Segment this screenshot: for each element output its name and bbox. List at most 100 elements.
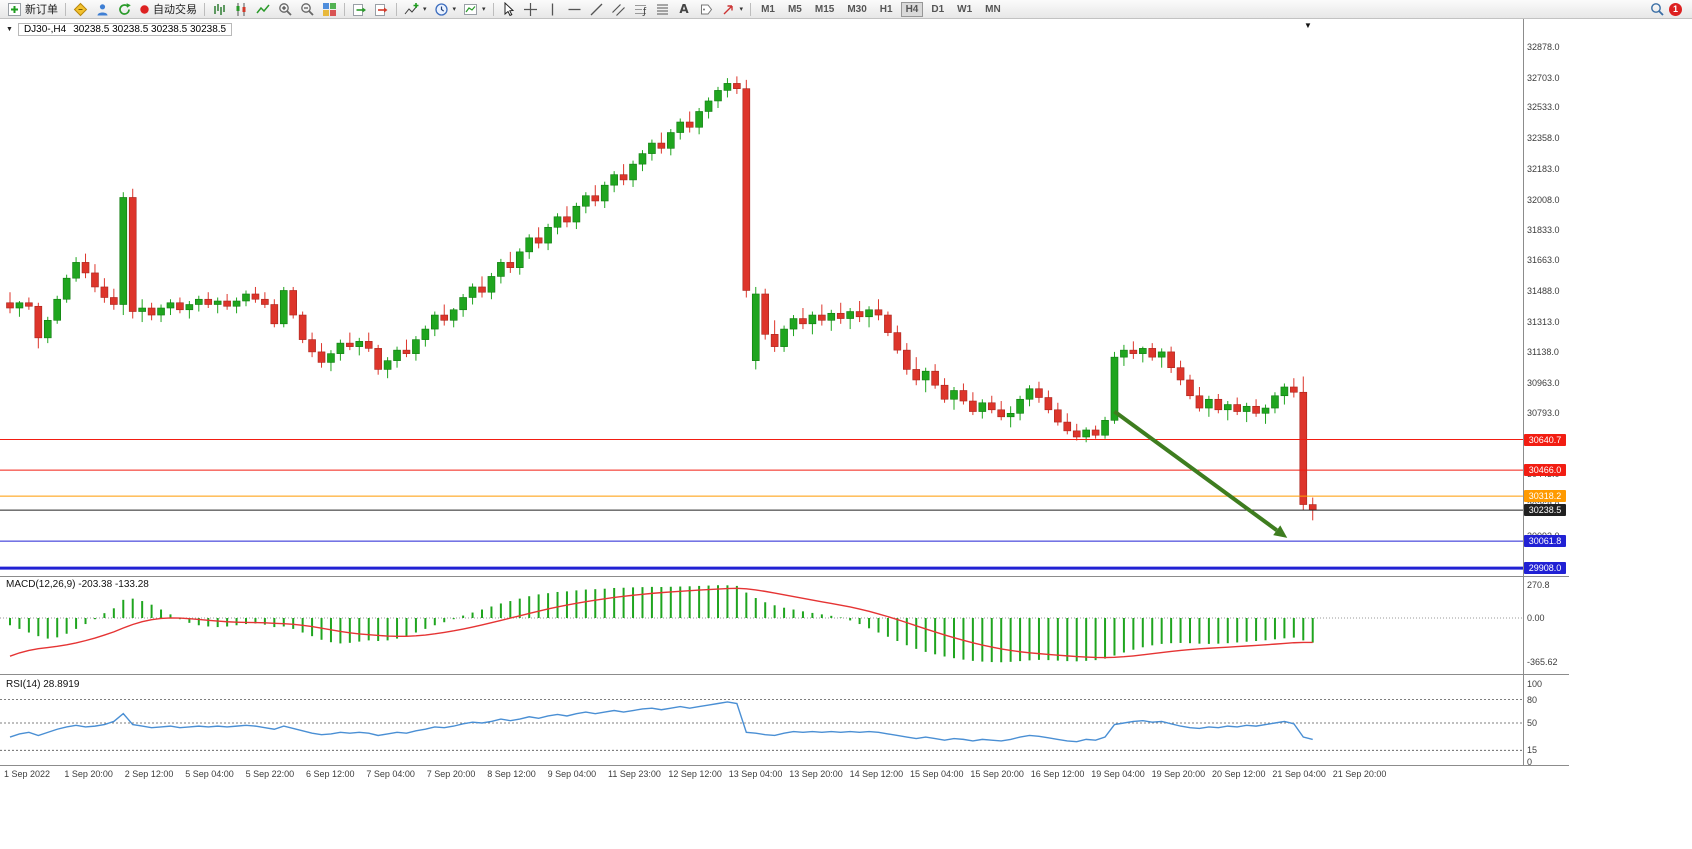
timeframe-h1[interactable]: H1 xyxy=(875,2,898,17)
templates-button[interactable]: ▾ xyxy=(460,1,489,18)
autoscroll-button[interactable] xyxy=(349,1,370,18)
macd-pane[interactable] xyxy=(0,577,1523,674)
timeframe-m1[interactable]: M1 xyxy=(756,2,780,17)
candle-body xyxy=(232,300,241,307)
candle-body xyxy=(166,302,175,309)
candle-body xyxy=(855,311,864,318)
candle-body xyxy=(1167,351,1175,368)
candle-body xyxy=(544,226,552,244)
search-icon xyxy=(1651,2,1664,16)
vertical-line-icon xyxy=(551,3,553,15)
refresh-button[interactable] xyxy=(114,1,135,18)
candle-body xyxy=(572,205,581,223)
candle-body xyxy=(733,83,741,89)
candle-body xyxy=(185,304,194,311)
cursor-icon xyxy=(504,1,514,16)
rsi-line xyxy=(9,701,1313,743)
candle-body xyxy=(591,195,600,202)
candle-body xyxy=(1139,348,1147,354)
candle-body xyxy=(921,370,930,381)
candle-body xyxy=(761,293,770,335)
trend-arrow-line[interactable] xyxy=(1113,409,1278,532)
candle-body xyxy=(440,314,449,321)
timeframe-m30[interactable]: M30 xyxy=(842,2,871,17)
candle-body xyxy=(940,384,949,400)
cursor-tool-button[interactable] xyxy=(498,1,519,18)
candlestick-chart-icon xyxy=(236,2,246,16)
timeframe-d1[interactable]: D1 xyxy=(926,2,949,17)
toolbar-separator xyxy=(65,2,66,16)
fibonacci-tool-button[interactable]: ƒ xyxy=(630,1,651,18)
candle-body xyxy=(657,142,666,149)
crosshair-tool-button[interactable] xyxy=(520,1,541,18)
notification-badge[interactable]: 1 xyxy=(1669,2,1682,16)
candle-body xyxy=(1308,504,1317,511)
candle-body xyxy=(157,307,165,316)
community-button[interactable] xyxy=(92,1,113,18)
candle-body xyxy=(223,300,231,307)
indicators-button[interactable]: ▾ xyxy=(401,1,430,18)
line-chart-button[interactable] xyxy=(253,1,274,18)
candle-body xyxy=(610,174,618,186)
candle-body xyxy=(110,297,118,305)
new-order-button[interactable]: 新订单 xyxy=(4,1,61,18)
timeframe-w1[interactable]: W1 xyxy=(952,2,977,17)
candle-body xyxy=(959,390,968,402)
zoom-in-button[interactable] xyxy=(275,1,296,18)
svg-text:ƒ: ƒ xyxy=(642,7,647,17)
candle-body xyxy=(1082,429,1090,438)
timeframe-mn[interactable]: MN xyxy=(980,2,1006,17)
trend-arrow-head[interactable] xyxy=(1273,525,1288,538)
candle-body xyxy=(648,142,656,154)
candle-body xyxy=(1035,388,1043,398)
text-tool-button[interactable]: A xyxy=(674,1,695,18)
candle-body xyxy=(261,298,269,305)
arrows-tool-button[interactable]: ▾ xyxy=(718,1,747,18)
toolbar-separator xyxy=(492,2,494,16)
bar-chart-button[interactable] xyxy=(209,1,230,18)
candle-body xyxy=(270,304,279,325)
autotrading-button[interactable]: 自动交易 xyxy=(136,1,200,18)
candle-body xyxy=(534,237,543,244)
cycle-lines-icon xyxy=(656,4,668,14)
candle-body xyxy=(449,309,458,321)
trendline-tool-button[interactable] xyxy=(586,1,607,18)
timeframe-m15[interactable]: M15 xyxy=(810,2,839,17)
candle-body xyxy=(563,216,571,223)
candle-body xyxy=(176,302,184,311)
candle-body xyxy=(25,302,33,307)
chart-shift-button[interactable] xyxy=(371,1,392,18)
candlestick-chart-button[interactable] xyxy=(231,1,252,18)
toolbar-separator xyxy=(204,2,205,16)
channel-tool-button[interactable] xyxy=(608,1,629,18)
candle-body xyxy=(893,332,902,351)
metaeditor-button[interactable] xyxy=(70,1,91,18)
zoom-out-icon xyxy=(301,2,314,16)
candle-body xyxy=(1006,413,1015,418)
toolbar-separator xyxy=(344,2,345,16)
timeframe-h4[interactable]: H4 xyxy=(900,1,924,17)
candle-body xyxy=(289,290,298,316)
fibonacci-icon: ƒ xyxy=(634,4,647,17)
search-button[interactable] xyxy=(1647,1,1668,18)
refresh-icon xyxy=(119,2,131,15)
candle-body xyxy=(346,342,354,347)
zoom-out-button[interactable] xyxy=(297,1,318,18)
cycle-lines-tool-button[interactable] xyxy=(652,1,673,18)
candle-body xyxy=(1025,388,1034,400)
vertical-line-tool-button[interactable] xyxy=(542,1,563,18)
periods-button[interactable]: ▾ xyxy=(431,1,460,18)
timeframe-m5[interactable]: M5 xyxy=(783,2,807,17)
candle-body xyxy=(666,132,675,149)
candle-body xyxy=(81,262,90,274)
new-order-label: 新订单 xyxy=(25,4,58,16)
toolbar-separator xyxy=(396,2,397,16)
candle-body xyxy=(1101,420,1109,436)
horizontal-line-tool-button[interactable] xyxy=(564,1,585,18)
rsi-pane[interactable] xyxy=(0,675,1523,765)
tile-windows-button[interactable] xyxy=(319,1,340,18)
candle-body xyxy=(279,290,288,325)
label-tool-button[interactable] xyxy=(696,1,717,18)
